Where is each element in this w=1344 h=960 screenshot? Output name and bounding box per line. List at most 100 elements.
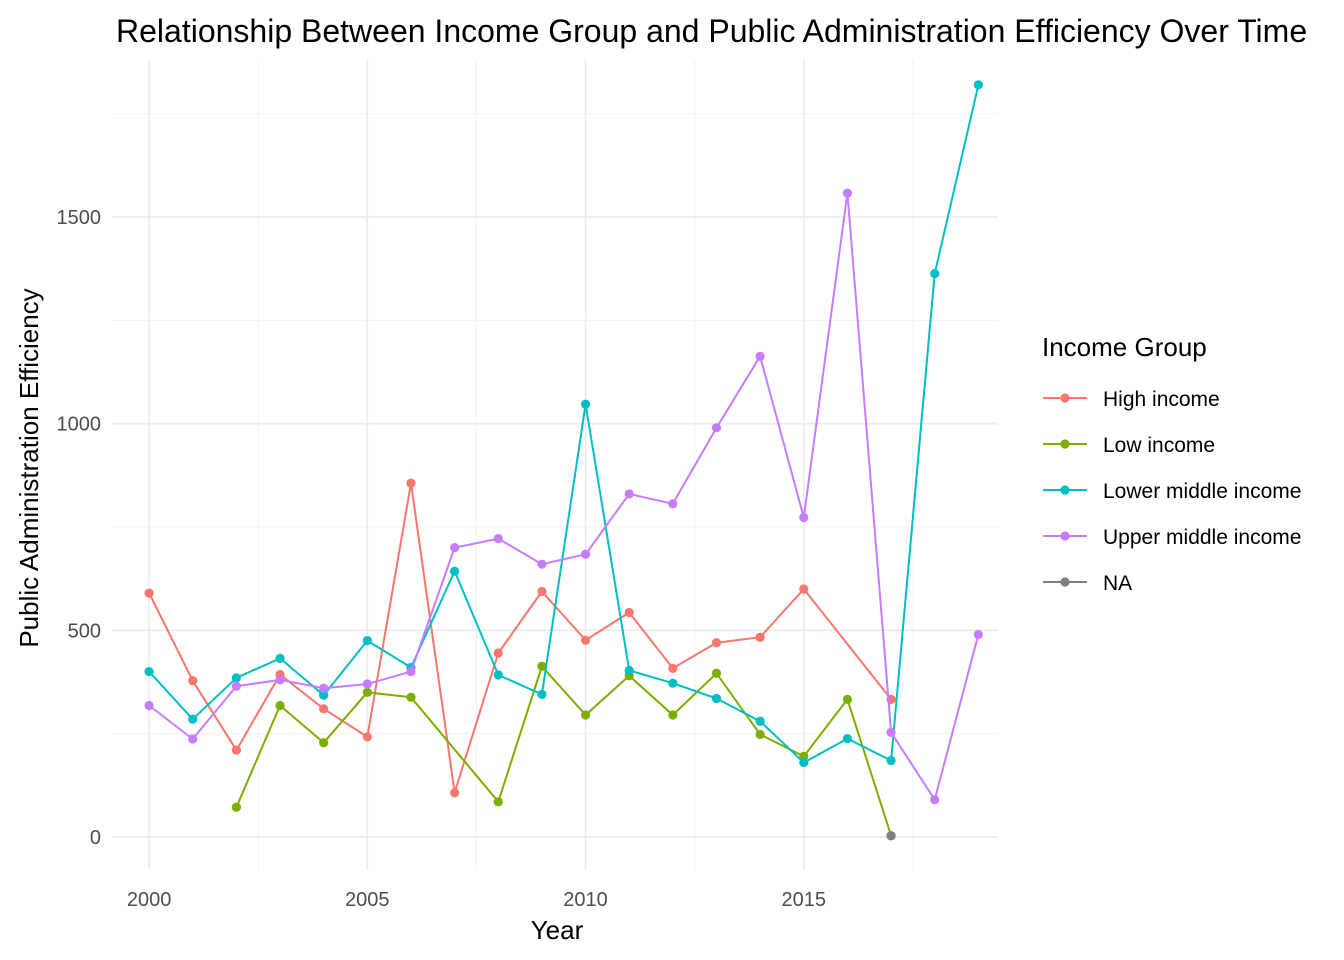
data-point [188, 676, 198, 686]
data-point [580, 399, 591, 409]
data-point [362, 636, 372, 646]
data-point [580, 635, 591, 645]
data-point [799, 584, 809, 594]
data-point [275, 653, 285, 664]
data-point [711, 423, 722, 433]
data-point [537, 689, 547, 699]
data-point [711, 668, 722, 678]
y-axis: 0 500 1000 1500 [57, 207, 102, 849]
data-point [450, 788, 460, 798]
chart-title: Relationship Between Income Group and Pu… [116, 13, 1307, 49]
data-point [580, 710, 591, 720]
data-point [144, 667, 154, 677]
data-point [537, 661, 547, 671]
data-point [668, 499, 678, 509]
data-point [537, 586, 547, 597]
x-tick-label: 2005 [345, 889, 390, 911]
data-point [450, 543, 460, 553]
legend-key-point [1060, 531, 1070, 541]
data-point [188, 714, 198, 724]
legend-key-point [1060, 439, 1070, 449]
legend-key-point [1060, 485, 1070, 495]
data-point [711, 638, 722, 648]
data-point [537, 559, 547, 569]
legend-label: NA [1103, 572, 1132, 595]
data-point [842, 733, 853, 744]
legend-items: High income Low income Lower middle income… [1043, 388, 1301, 595]
series-layer [144, 80, 983, 841]
legend-title: Income Group [1042, 332, 1207, 362]
data-point [624, 607, 634, 618]
data-point [231, 802, 241, 812]
data-point [799, 512, 809, 523]
data-point [624, 665, 634, 675]
data-point [799, 757, 809, 768]
data-point [493, 533, 503, 544]
data-point [493, 670, 503, 680]
series-high-income [144, 478, 896, 798]
data-point [668, 710, 678, 720]
data-point [886, 755, 896, 766]
series-line [148, 84, 980, 764]
y-tick-label: 1500 [57, 207, 102, 229]
legend-item: High income [1043, 388, 1220, 411]
x-tick-label: 2015 [782, 889, 827, 911]
legend-item: Lower middle income [1043, 480, 1301, 503]
series-line [148, 482, 892, 794]
series-na [886, 831, 896, 841]
data-point [755, 351, 765, 361]
y-tick-label: 1000 [57, 414, 102, 436]
data-point [188, 734, 198, 744]
series-upper-middle-income [144, 188, 983, 805]
data-point [886, 727, 896, 737]
legend-item: NA [1043, 572, 1132, 595]
data-point [930, 795, 940, 805]
data-point [144, 700, 154, 711]
data-point [406, 692, 416, 702]
x-axis-title: Year [531, 915, 584, 945]
data-point [275, 700, 285, 711]
legend: Income Group High income Low income Lower … [1042, 332, 1301, 595]
data-point [755, 729, 765, 740]
legend-label: Lower middle income [1103, 480, 1301, 503]
y-tick-label: 500 [68, 620, 101, 642]
data-point [493, 797, 503, 807]
legend-key-point [1060, 393, 1070, 403]
legend-key-point [1060, 577, 1070, 587]
x-tick-label: 2010 [563, 889, 608, 911]
legend-label: Upper middle income [1103, 526, 1301, 549]
data-point [930, 269, 940, 279]
data-point [624, 489, 634, 499]
x-tick-label: 2000 [127, 889, 172, 911]
data-point [406, 667, 416, 677]
data-point [319, 704, 329, 714]
data-point [362, 687, 372, 697]
series-lower-middle-income [144, 80, 983, 768]
data-point [842, 188, 853, 198]
data-point [973, 629, 983, 640]
legend-label: High income [1103, 388, 1220, 411]
x-axis: 2000 2005 2010 2015 [127, 889, 826, 911]
legend-item: Upper middle income [1043, 526, 1301, 549]
data-point [144, 588, 154, 598]
data-point [842, 694, 853, 704]
data-point [973, 80, 983, 90]
y-tick-label: 0 [90, 827, 101, 849]
data-point [362, 679, 372, 689]
data-point [580, 549, 591, 559]
data-point [668, 663, 678, 673]
data-point [319, 738, 329, 748]
data-point [319, 690, 329, 700]
data-point [319, 683, 329, 693]
data-point [886, 831, 896, 841]
data-point [711, 693, 722, 704]
y-axis-title: Public Administration Efficiency [14, 288, 44, 647]
data-point [755, 716, 765, 726]
data-point [231, 673, 241, 683]
data-point [668, 678, 678, 688]
data-point [231, 681, 241, 691]
data-point [493, 648, 503, 658]
data-point [275, 675, 285, 685]
data-point [755, 632, 765, 642]
